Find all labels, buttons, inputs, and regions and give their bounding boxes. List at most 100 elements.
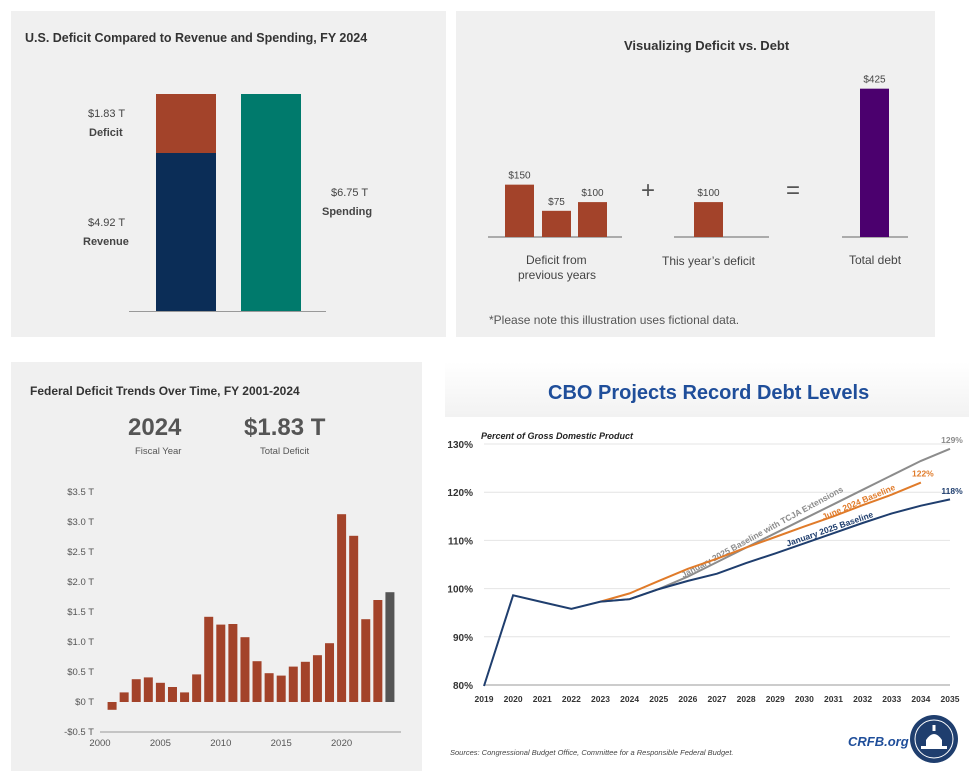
caption-current: This year’s deficit bbox=[662, 254, 755, 268]
y-tick-label: 90% bbox=[453, 633, 473, 644]
y-tick-label: $0 T bbox=[75, 697, 94, 708]
prev-deficit-label: $100 bbox=[581, 188, 604, 199]
x-tick-label: 2028 bbox=[737, 694, 756, 704]
deficit-year-bar bbox=[228, 624, 238, 702]
stat-year-label: Fiscal Year bbox=[135, 446, 182, 457]
series-end-label: 122% bbox=[912, 468, 934, 478]
deficit-year-bar bbox=[312, 655, 322, 702]
deficit-label: Deficit bbox=[89, 127, 123, 139]
x-tick-label: 2031 bbox=[824, 694, 843, 704]
x-tick-label: 2015 bbox=[271, 738, 292, 749]
x-tick-label: 2023 bbox=[591, 694, 610, 704]
series-end-label: 129% bbox=[941, 435, 963, 445]
spending-label: Spending bbox=[322, 206, 373, 218]
y-tick-label: $3.0 T bbox=[67, 517, 94, 528]
x-tick-label: 2035 bbox=[941, 694, 960, 704]
x-tick-label: 2032 bbox=[853, 694, 872, 704]
x-tick-label: 2022 bbox=[562, 694, 581, 704]
y-tick-label: $2.5 T bbox=[67, 547, 94, 558]
y-tick-label: $3.5 T bbox=[67, 487, 94, 498]
total-debt-bar bbox=[860, 88, 889, 237]
deficit-year-bar bbox=[192, 674, 202, 702]
deficit-year-bar bbox=[276, 675, 286, 702]
x-tick-label: 2020 bbox=[504, 694, 523, 704]
x-tick-label: 2000 bbox=[89, 738, 110, 749]
spending-value: $6.75 T bbox=[331, 187, 369, 199]
x-tick-label: 2029 bbox=[766, 694, 785, 704]
x-tick-label: 2005 bbox=[150, 738, 171, 749]
deficit-year-bar bbox=[349, 535, 359, 702]
x-tick-label: 2010 bbox=[210, 738, 231, 749]
panel4-source: Sources: Congressional Budget Office, Co… bbox=[450, 748, 734, 757]
deficit-year-bar bbox=[180, 692, 190, 702]
deficit-year-bar bbox=[252, 661, 262, 702]
equals-sign: = bbox=[786, 177, 801, 204]
x-tick-label: 2024 bbox=[620, 694, 639, 704]
y-tick-label: 120% bbox=[447, 488, 473, 499]
deficit-year-bar bbox=[216, 624, 226, 702]
debt-series-line bbox=[600, 481, 922, 603]
revenue-bar bbox=[156, 153, 216, 311]
panel2-title: Visualizing Deficit vs. Debt bbox=[624, 38, 790, 53]
deficit-trend-chart: -$0.5 T $0 T $0.5 T $1.0 T $1.5 T $2.0 T $2.5 … bbox=[64, 487, 401, 749]
capitol-logo-icon bbox=[910, 715, 958, 763]
current-deficit-label: $100 bbox=[697, 188, 720, 199]
deficit-year-bar bbox=[167, 687, 177, 702]
deficit-year-bar bbox=[155, 682, 165, 702]
panel-deficit-trends: Federal Deficit Trends Over Time, FY 200… bbox=[11, 362, 422, 771]
caption-prev-line1: Deficit from bbox=[526, 253, 587, 267]
deficit-year-bar bbox=[107, 702, 117, 710]
prev-deficit-label: $75 bbox=[548, 197, 565, 208]
panel-deficit-vs-revenue: U.S. Deficit Compared to Revenue and Spe… bbox=[11, 11, 446, 337]
deficit-year-bar bbox=[119, 692, 129, 702]
x-tick-label: 2019 bbox=[475, 694, 494, 704]
y-tick-label: -$0.5 T bbox=[64, 727, 94, 738]
panel4-subtitle: Percent of Gross Domestic Product bbox=[481, 431, 634, 441]
plus-sign: + bbox=[641, 177, 656, 204]
deficit-year-bar bbox=[264, 673, 274, 702]
panel1-baseline bbox=[129, 311, 326, 312]
brand-label: CRFB.org bbox=[848, 734, 909, 749]
panel-deficit-vs-debt: Visualizing Deficit vs. Debt $150 $75 $100… bbox=[456, 11, 935, 337]
y-tick-label: $1.0 T bbox=[67, 637, 94, 648]
x-tick-label: 2034 bbox=[911, 694, 930, 704]
x-tick-label: 2025 bbox=[649, 694, 668, 704]
y-tick-label: 100% bbox=[447, 585, 473, 596]
y-tick-label: $2.0 T bbox=[67, 577, 94, 588]
current-deficit-bar bbox=[694, 202, 723, 237]
deficit-value: $1.83 T bbox=[88, 108, 126, 120]
panel2-note: *Please note this illustration uses fict… bbox=[489, 313, 740, 327]
y-tick-label: 110% bbox=[448, 536, 473, 547]
series-end-label: 118% bbox=[941, 486, 963, 496]
prev-deficit-bar bbox=[505, 184, 534, 237]
deficit-year-bar bbox=[385, 592, 395, 702]
y-tick-label: 130% bbox=[447, 440, 473, 451]
panel4-header-band bbox=[445, 362, 969, 417]
caption-total: Total debt bbox=[849, 253, 902, 267]
x-tick-label: 2026 bbox=[678, 694, 697, 704]
panel-cbo-debt: CBO Projects Record Debt Levels Percent … bbox=[445, 362, 969, 771]
y-tick-label: $0.5 T bbox=[67, 667, 94, 678]
caption-prev-line2: previous years bbox=[518, 268, 597, 282]
panel3-title: Federal Deficit Trends Over Time, FY 200… bbox=[30, 384, 300, 398]
revenue-label: Revenue bbox=[83, 236, 129, 248]
deficit-year-bar bbox=[240, 637, 250, 702]
deficit-year-bar bbox=[204, 616, 214, 702]
total-debt-label: $425 bbox=[863, 75, 886, 86]
x-tick-label: 2027 bbox=[708, 694, 727, 704]
deficit-year-bar bbox=[361, 619, 371, 702]
revenue-value: $4.92 T bbox=[88, 217, 126, 229]
panel1-title: U.S. Deficit Compared to Revenue and Spe… bbox=[25, 31, 368, 45]
stat-total-label: Total Deficit bbox=[260, 446, 310, 457]
x-tick-label: 2033 bbox=[882, 694, 901, 704]
spending-bar bbox=[241, 94, 301, 311]
y-tick-label: $1.5 T bbox=[67, 607, 94, 618]
x-tick-label: 2030 bbox=[795, 694, 814, 704]
deficit-year-bar bbox=[143, 677, 153, 702]
prev-deficit-bar bbox=[578, 202, 607, 237]
x-tick-label: 2020 bbox=[331, 738, 352, 749]
panel4-title: CBO Projects Record Debt Levels bbox=[548, 382, 870, 404]
x-tick-label: 2021 bbox=[533, 694, 552, 704]
prev-deficit-bar bbox=[542, 210, 571, 237]
stat-year: 2024 bbox=[128, 414, 182, 441]
